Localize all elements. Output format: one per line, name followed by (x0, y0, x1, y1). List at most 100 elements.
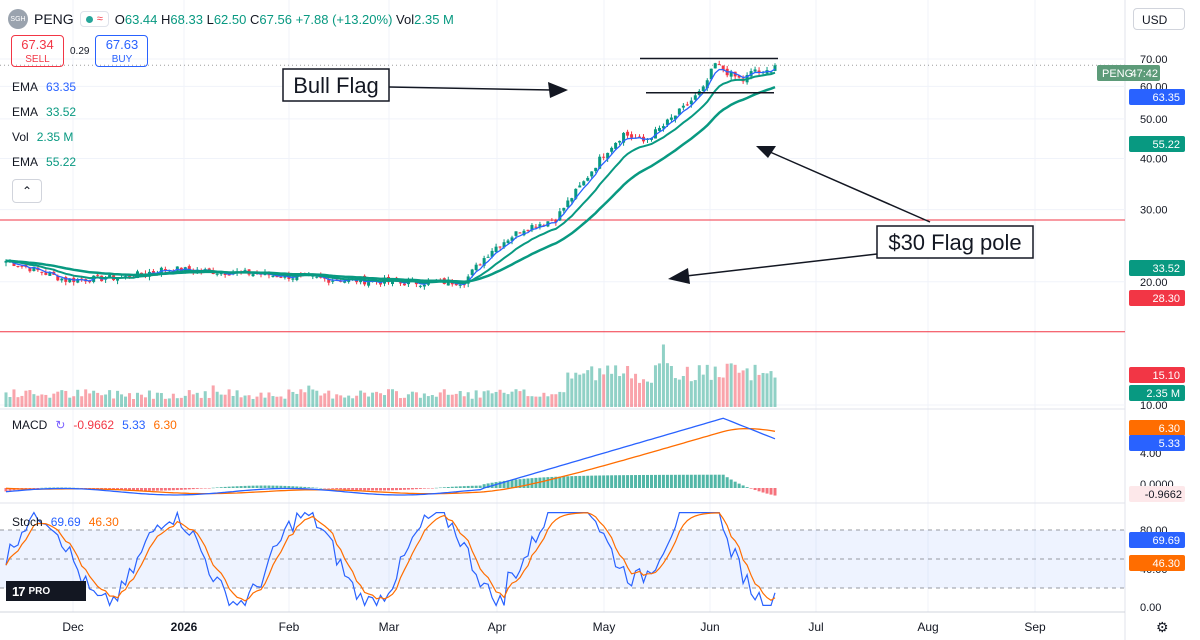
status-pill[interactable]: ≈ (79, 11, 109, 27)
volume-bar (765, 373, 769, 407)
volume-bar (725, 363, 729, 407)
volume-bar (614, 365, 618, 407)
symbol-price-tag-value: 47:42 (1130, 68, 1158, 80)
macd-histogram-bar (163, 488, 167, 491)
candle-body (665, 119, 669, 125)
volume-bar (128, 393, 132, 407)
macd-histogram-bar (335, 488, 339, 490)
macd-histogram-bar (383, 488, 387, 491)
volume-bar (207, 397, 211, 407)
time-tick-label: Feb (279, 620, 300, 634)
indicator-vol[interactable]: Vol 2.35 M (12, 130, 74, 144)
volume-bar (769, 371, 773, 407)
volume-bar (251, 398, 255, 407)
macd-histogram-bar (546, 477, 550, 488)
stoch-legend[interactable]: Stoch 69.69 46.30 (12, 515, 119, 529)
ema-slow-tag-bg (1129, 260, 1185, 276)
volume-bar (4, 392, 8, 407)
volume-bar (669, 366, 673, 407)
macd-histogram-bar (430, 488, 434, 489)
macd-histogram-bar (167, 488, 171, 491)
candle-body (693, 95, 697, 100)
candle-body (685, 104, 689, 106)
macd-histogram-bar (665, 474, 669, 488)
volume-bar (303, 392, 307, 407)
candle-body (657, 127, 661, 131)
volume-bar (76, 389, 80, 407)
stoch-k-tag-bg (1129, 532, 1185, 548)
volume-bar (135, 392, 139, 407)
volume-bar (721, 377, 725, 407)
volume-bar (371, 392, 375, 407)
macd-histogram-bar (143, 488, 147, 491)
candle-body (769, 71, 773, 73)
macd-histogram-bar (586, 475, 590, 488)
macd-histogram-bar (327, 488, 331, 489)
volume-bar (518, 391, 522, 407)
indicator-ema-2[interactable]: EMA 33.52 (12, 105, 77, 119)
stoch-k-tag: 69.69 (1152, 535, 1180, 547)
volume-bar (143, 397, 147, 407)
time-tick-label: 2026 (171, 620, 198, 634)
volume-bar (562, 392, 566, 407)
candle-body (618, 140, 622, 143)
volume-bar (12, 389, 16, 407)
macd-histogram-bar (375, 488, 379, 491)
volume-tag: 2.35 M (1146, 388, 1180, 400)
macd-histogram-bar (231, 486, 235, 488)
level-tag-bg (1129, 290, 1185, 306)
candle-body (737, 75, 741, 78)
volume-bar (657, 363, 661, 407)
buy-button[interactable]: 67.63 BUY (95, 35, 149, 67)
macd-histogram-bar (139, 488, 143, 491)
macd-histogram-bar (251, 485, 255, 488)
indicator-ema-1[interactable]: EMA 63.35 (12, 80, 77, 94)
macd-histogram-bar (179, 488, 183, 490)
candle-body (482, 258, 486, 266)
macd-histogram-bar (155, 488, 159, 491)
macd-histogram-bar (227, 486, 231, 488)
collapse-legend-button[interactable]: ⌃ (12, 179, 42, 203)
volume-bar (665, 363, 669, 407)
macd-histogram-bar (614, 475, 618, 488)
candle-body (108, 274, 112, 278)
candle-body (522, 230, 526, 236)
macd-histogram-bar (347, 488, 351, 490)
macd-histogram-bar (538, 477, 542, 488)
macd-histogram-bar (438, 487, 442, 489)
volume-bar (737, 372, 741, 407)
macd-histogram-bar (92, 488, 96, 489)
volume-bar (478, 397, 482, 407)
macd-histogram-bar (371, 488, 375, 491)
ema-mid-line (5, 71, 776, 285)
indicator-ema-3[interactable]: EMA 55.22 (12, 155, 77, 169)
candle-body (474, 264, 478, 271)
candle-body (626, 131, 630, 136)
macd-histogram-bar (239, 486, 243, 488)
ema-mid-tag: 55.22 (1152, 139, 1180, 151)
sell-button[interactable]: 67.34 SELL (11, 35, 64, 67)
settings-icon[interactable]: ↻ (55, 418, 66, 432)
volume-bar (586, 370, 590, 407)
candle-body (705, 80, 709, 89)
volume-bar (355, 395, 359, 407)
volume-bar (219, 394, 223, 407)
volume-bar (155, 392, 159, 407)
macd-histogram-bar (355, 488, 359, 491)
volume-bar (279, 396, 283, 407)
currency-select[interactable]: USD (1133, 8, 1185, 30)
candle-body (669, 117, 673, 120)
volume-bar (406, 394, 410, 407)
volume-bar (159, 393, 163, 407)
macd-histogram-bar (323, 488, 327, 489)
macd-histogram-bar (315, 487, 319, 489)
macd-histogram-bar (773, 488, 777, 496)
gear-icon[interactable]: ⚙ (1156, 619, 1169, 635)
macd-legend[interactable]: MACD ↻ -0.9662 5.33 6.30 (12, 418, 177, 432)
annotations: Bull Flag $30 Flag pole (282, 57, 1034, 284)
symbol-name[interactable]: PENG (34, 11, 74, 27)
candle-body (717, 64, 721, 66)
candle-body (498, 246, 502, 248)
macd-histogram-bar (287, 486, 291, 488)
